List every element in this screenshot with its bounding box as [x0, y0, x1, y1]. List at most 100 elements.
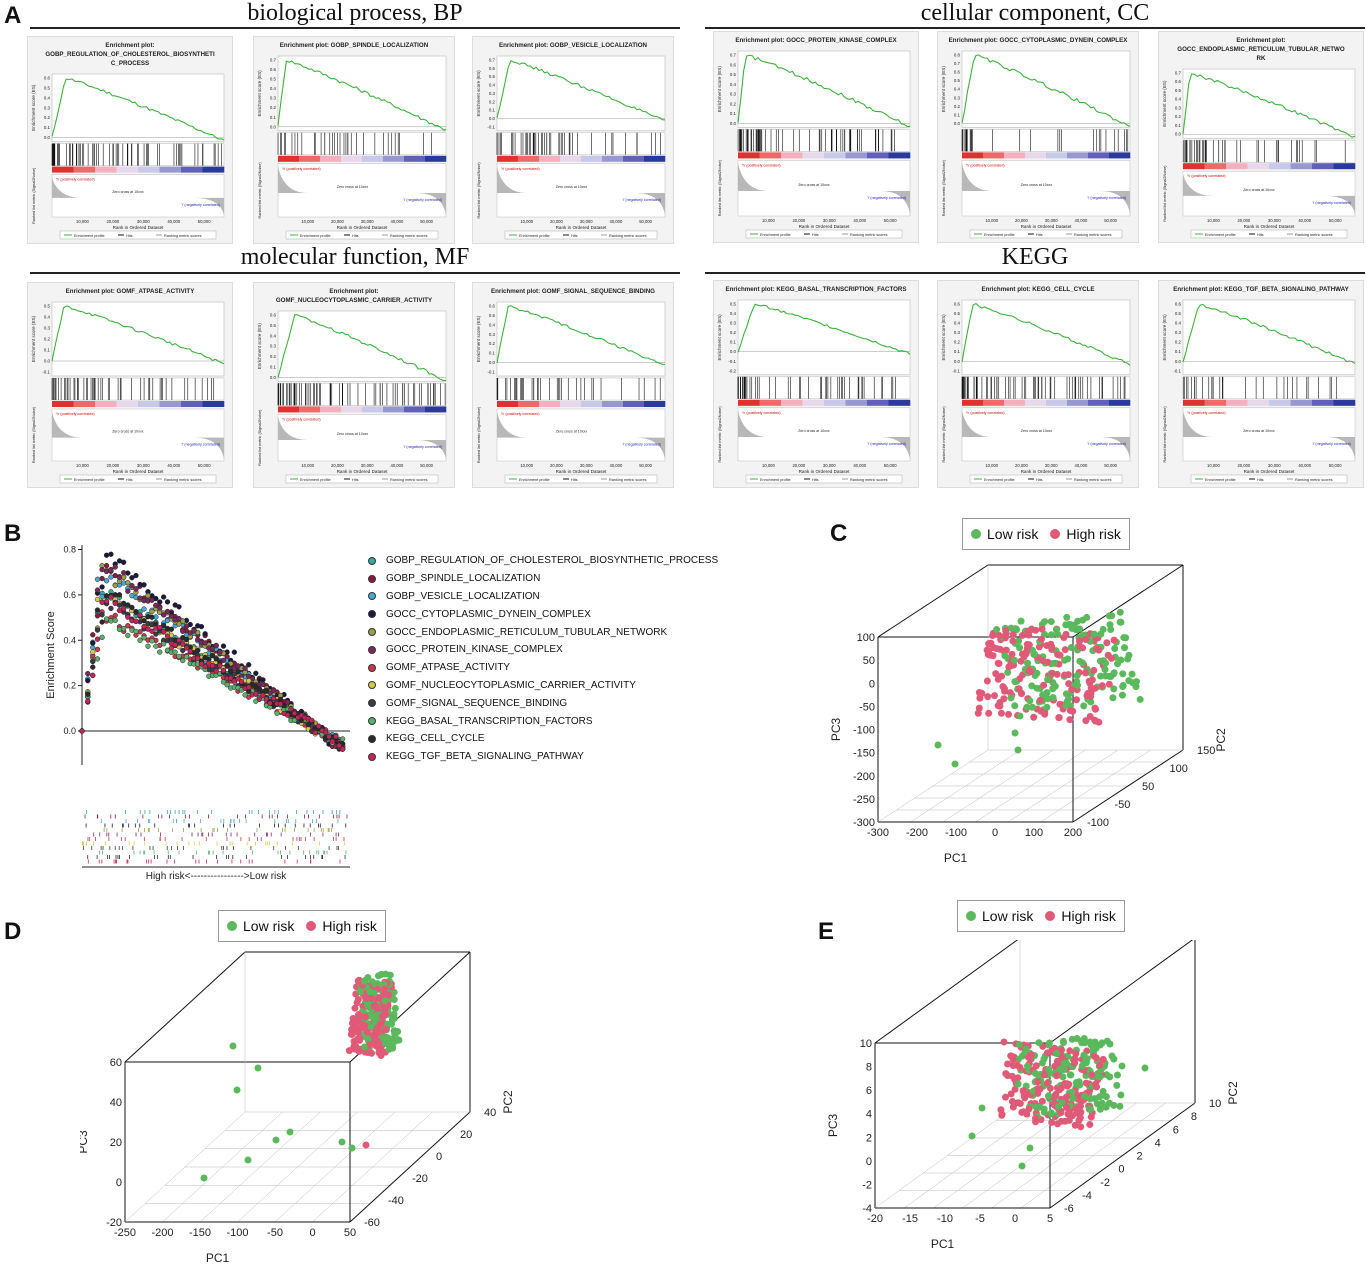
panel-d-ytick: 40 [110, 1097, 122, 1109]
panel-b-point [263, 696, 270, 702]
gsea-plot: Enrichment plot: KEGG_CELL_CYCLE Enrichme… [937, 280, 1139, 488]
gsea-ytick: 0.2 [489, 99, 496, 104]
gsea-metric-ylabel: Ranked list metric (Signal2Noise) [477, 162, 481, 219]
panel-c-xtick: -100 [945, 827, 967, 839]
panel-c-ylabel: PC3 [830, 718, 843, 742]
panel-c-point [1082, 717, 1090, 725]
panel-c-point [1002, 626, 1010, 634]
gsea-legend-box [504, 230, 658, 240]
panel-b-legend-marker [368, 592, 376, 601]
panel-b-point [133, 628, 139, 635]
panel-e-point [1071, 1121, 1079, 1129]
gsea-pos-label: 'h' (positively correlated) [1187, 174, 1226, 178]
gsea-colorbar-seg [202, 166, 225, 173]
panel-c-point [1106, 621, 1114, 629]
panel-b-point [112, 612, 118, 619]
panel-e-point [1099, 1087, 1107, 1095]
panel-d-ztick: 20 [460, 1129, 472, 1141]
panel-b-point [129, 575, 135, 581]
panel-b-point [90, 632, 96, 638]
panel-c-point [1037, 635, 1045, 643]
gsea-xtick: 30,000 [1045, 218, 1058, 223]
panel-c-point [1090, 630, 1098, 638]
panel-c-point [985, 709, 993, 717]
gsea-legend-metric: Ranking metric scores [390, 234, 428, 238]
gsea-colorbar-seg [52, 166, 74, 173]
panel-c-ztick: -50 [1115, 799, 1131, 811]
panel-c-ytick: 100 [857, 632, 875, 644]
panel-b-point [99, 584, 105, 590]
panel-d-point [356, 1034, 364, 1042]
gsea-ytick: -0.1 [487, 124, 495, 129]
gsea-xtick: 30,000 [823, 463, 836, 468]
gsea-xtick: 50,000 [198, 463, 211, 468]
panel-c-ztick: -100 [1087, 817, 1109, 829]
panel-e-point [1045, 1066, 1053, 1074]
panel-b-ylabel: Enrichment Score [45, 611, 57, 698]
panel-b-point [108, 574, 114, 580]
panel-b-point [141, 635, 147, 641]
panel-b-point [176, 604, 182, 610]
panel-b-point [195, 647, 201, 654]
panel-b-point [270, 687, 277, 693]
panel-b-point [108, 605, 114, 612]
panel-d-point [388, 1042, 396, 1050]
gsea-ytick: 0.3 [954, 95, 961, 100]
panel-c-point [1074, 681, 1082, 689]
panel-e-point [1082, 1079, 1090, 1087]
panel-d-point [378, 1012, 386, 1020]
box-edge-back [874, 1102, 1021, 1209]
legend-high-risk-label: High risk [322, 918, 377, 934]
gsea-colorbar-seg [404, 155, 426, 162]
box-edge-back [877, 749, 989, 823]
gsea-ytick: 0.0 [954, 121, 961, 126]
panel-b-point [103, 598, 110, 604]
panel-c-ytick: -300 [853, 817, 875, 829]
gsea-colorbar-seg [1183, 399, 1205, 406]
gsea-colorbar-seg [1269, 163, 1291, 170]
panel-b-point [209, 662, 216, 669]
panel-e-point [997, 1106, 1005, 1114]
gsea-xtick: 30,000 [1268, 463, 1281, 468]
panel-e-ztick: 0 [1118, 1164, 1124, 1176]
gsea-es-curve [961, 54, 1131, 127]
gsea-metric-frame [737, 160, 911, 217]
panel-d-point [381, 1039, 389, 1047]
gsea-zero-cross: Zero cross at 10xxx [337, 432, 369, 436]
gsea-ytick: 0.6 [954, 302, 961, 307]
gsea-colorbar-seg [181, 401, 203, 407]
panel-e-point [1057, 1084, 1065, 1092]
panel-d-point [380, 980, 388, 988]
panel-b-point [85, 691, 91, 697]
gsea-colorbar-seg [759, 152, 782, 159]
gsea-plot: Enrichment plot: GOBP_REGULATION_OF_CHOLE… [27, 36, 233, 244]
gsea-colorbar-seg [983, 399, 1005, 406]
gsea-title: C_PROCESS [111, 60, 149, 67]
gsea-ytick: -0.2 [728, 368, 736, 373]
panel-b-point [145, 643, 151, 649]
gsea-colorbar-seg [1004, 152, 1026, 159]
gsea-ytick: 0.1 [489, 351, 496, 356]
gsea-xtick: 50,000 [884, 218, 897, 223]
gsea-ytick: 0.5 [44, 304, 51, 309]
panel-e-point [1081, 1092, 1089, 1100]
panel-letter-b: B [4, 520, 22, 547]
gsea-zero-cross: Zero cross at 10xxx [1243, 188, 1275, 192]
panel-d-ztick: -40 [388, 1195, 404, 1207]
panel-c-point [1005, 663, 1013, 671]
gsea-zero-cross: Zero cross at 10xxx [556, 430, 588, 434]
gsea-legend-box [1190, 474, 1348, 484]
gsea-plot: Enrichment plot: GOMF_NUCLEOCYTOPLASMIC_C… [253, 282, 455, 488]
gsea-metric-ylabel: Ranked list metric (Signal2Noise) [258, 162, 262, 219]
gsea-ytick: 0.5 [730, 302, 737, 307]
gsea-neg-label: 'l' (negatively correlated) [1087, 442, 1126, 446]
legend-low-risk-label: Low risk [987, 526, 1039, 542]
gsea-xtick: 40,000 [167, 219, 180, 224]
gsea-es-ylabel: Enrichment score (ES) [257, 323, 262, 370]
section-title-kegg: KEGG [1001, 244, 1069, 270]
panel-d-point [360, 977, 368, 985]
panel-b-legend-item: GOMF_NUCLEOCYTOPLASMIC_CARRIER_ACTIVITY [368, 677, 718, 695]
panel-e-point [1077, 1102, 1085, 1110]
panel-b-point [125, 614, 131, 620]
panel-d-point [382, 1033, 390, 1041]
